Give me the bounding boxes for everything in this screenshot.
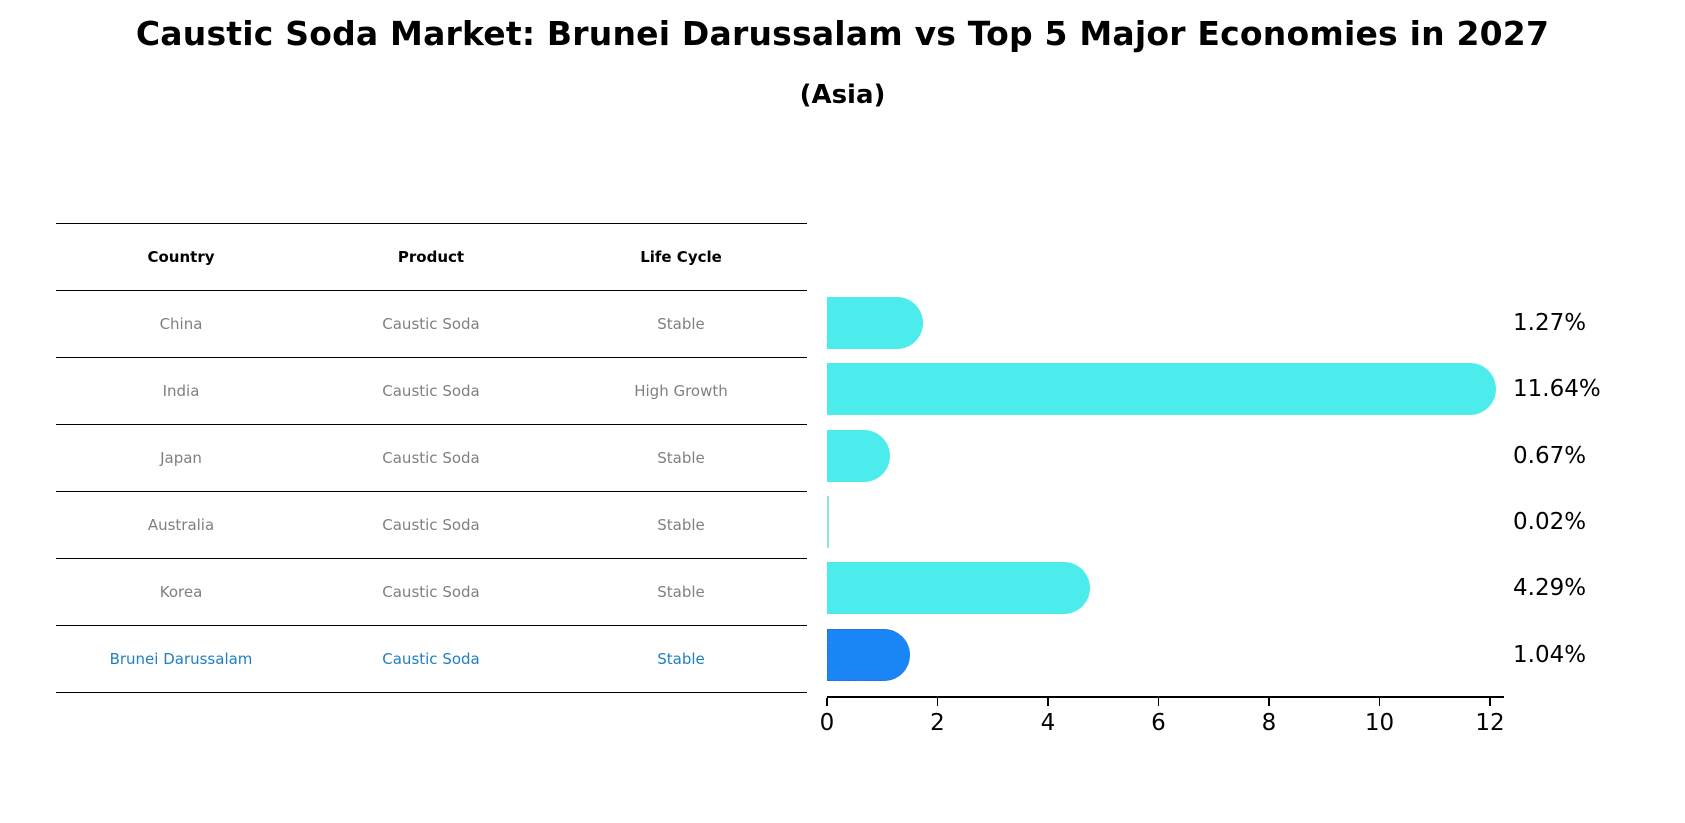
table-row: Korea Caustic Soda Stable: [56, 558, 807, 625]
header-product: Product: [397, 248, 465, 266]
x-tick-label: 0: [819, 710, 835, 736]
cell-product: Caustic Soda: [382, 449, 480, 467]
header-country: Country: [147, 248, 215, 266]
cell-country: Korea: [159, 583, 203, 601]
x-tick-label: 10: [1364, 710, 1395, 736]
bar-highlight: [827, 628, 911, 681]
x-tick-label: 8: [1261, 710, 1277, 736]
x-tick: [1157, 698, 1160, 706]
table-row: Australia Caustic Soda Stable: [56, 491, 807, 558]
market-table: Country Product Life Cycle China Caustic…: [56, 223, 807, 693]
x-tick-label: 12: [1475, 710, 1505, 736]
cell-life-cycle: Stable: [657, 516, 705, 534]
bar: [827, 297, 924, 350]
bar: [827, 429, 891, 482]
x-tick: [1268, 698, 1270, 706]
value-label: 4.29%: [1513, 575, 1587, 602]
x-tick-label: 4: [1040, 710, 1056, 736]
table-row: Japan Caustic Soda Stable: [56, 424, 807, 491]
bar: [827, 562, 1091, 615]
cell-life-cycle: Stable: [657, 650, 705, 668]
x-tick-label: 2: [930, 710, 945, 736]
cell-life-cycle: Stable: [657, 449, 705, 467]
cell-product: Caustic Soda: [382, 516, 480, 534]
cell-product: Caustic Soda: [382, 583, 480, 601]
x-tick: [936, 698, 939, 706]
value-label: 0.67%: [1513, 442, 1587, 469]
value-label: 1.27%: [1513, 310, 1587, 337]
table-row: China Caustic Soda Stable: [56, 290, 807, 357]
bar: [827, 496, 829, 549]
cell-life-cycle: Stable: [657, 583, 705, 601]
table-row-highlight: Brunei Darussalam Caustic Soda Stable: [56, 625, 807, 693]
x-tick: [826, 698, 828, 706]
header-life-cycle: Life Cycle: [640, 248, 722, 266]
x-tick: [1378, 698, 1381, 706]
table-row: India Caustic Soda High Growth: [56, 357, 807, 424]
bar: [827, 363, 1497, 416]
x-tick-label: 6: [1151, 710, 1166, 736]
cell-life-cycle: High Growth: [634, 382, 728, 400]
cell-product: Caustic Soda: [382, 382, 480, 400]
cell-country: China: [159, 315, 203, 333]
x-axis: [827, 696, 1504, 698]
cell-country: Australia: [147, 516, 215, 534]
cell-product: Caustic Soda: [382, 650, 480, 668]
table-header-row: Country Product Life Cycle: [56, 223, 807, 290]
chart-title: Caustic Soda Market: Brunei Darussalam v…: [135, 14, 1550, 53]
cell-country: Japan: [160, 449, 202, 467]
value-label: 1.04%: [1513, 641, 1587, 668]
x-tick: [1047, 698, 1049, 706]
value-label: 0.02%: [1513, 509, 1587, 536]
cell-country: India: [162, 382, 200, 400]
cell-product: Caustic Soda: [382, 315, 480, 333]
chart-subtitle: (Asia): [799, 80, 886, 110]
x-tick: [1489, 698, 1491, 706]
cell-country: Brunei Darussalam: [109, 650, 253, 668]
value-label: 11.64%: [1513, 376, 1601, 403]
cell-life-cycle: Stable: [657, 315, 705, 333]
